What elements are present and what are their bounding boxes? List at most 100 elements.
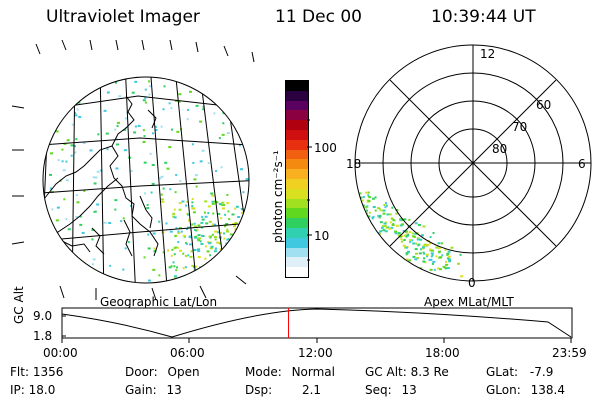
emission-speck bbox=[167, 249, 170, 252]
emission-speck bbox=[188, 219, 191, 222]
emission-speck bbox=[197, 224, 201, 227]
emission-speck bbox=[160, 198, 164, 201]
emission-speck bbox=[402, 244, 406, 247]
emission-speck bbox=[377, 232, 381, 235]
emission-speck bbox=[211, 200, 214, 203]
emission-speck bbox=[217, 212, 221, 215]
emission-speck bbox=[409, 241, 412, 244]
emission-speck bbox=[193, 225, 197, 228]
emission-speck bbox=[226, 238, 229, 241]
emission-speck bbox=[429, 236, 432, 239]
emission-speck bbox=[201, 149, 205, 152]
emission-speck bbox=[423, 252, 426, 255]
emission-speck bbox=[459, 253, 462, 256]
emission-speck bbox=[192, 211, 196, 214]
emission-speck bbox=[385, 204, 388, 207]
emission-speck bbox=[218, 202, 222, 205]
emission-speck bbox=[194, 229, 198, 232]
left-map-caption: Geographic Lat/Lon bbox=[100, 295, 218, 309]
emission-speck bbox=[173, 253, 176, 256]
emission-speck bbox=[221, 133, 225, 136]
emission-speck bbox=[181, 200, 185, 203]
emission-speck bbox=[168, 102, 171, 105]
emission-speck bbox=[137, 124, 141, 127]
seq-info: Seq: 13 bbox=[365, 383, 417, 397]
emission-speck bbox=[174, 246, 178, 249]
emission-speck bbox=[435, 246, 439, 249]
emission-speck bbox=[143, 135, 146, 138]
emission-speck bbox=[100, 169, 103, 172]
emission-speck bbox=[185, 242, 188, 245]
emission-speck bbox=[417, 224, 421, 227]
colorbar-stripe bbox=[286, 178, 308, 189]
colorbar-stripe bbox=[286, 129, 308, 140]
emission-speck bbox=[114, 199, 118, 202]
emission-speck bbox=[388, 227, 392, 230]
mode-info: Mode: Normal bbox=[245, 365, 335, 379]
emission-speck bbox=[154, 128, 158, 131]
emission-speck bbox=[129, 170, 133, 173]
emission-speck bbox=[421, 246, 425, 249]
emission-speck bbox=[211, 194, 215, 197]
emission-speck bbox=[199, 160, 203, 163]
emission-speck bbox=[219, 248, 222, 251]
emission-speck bbox=[78, 115, 82, 118]
emission-speck bbox=[115, 137, 118, 140]
emission-speck bbox=[367, 215, 371, 218]
emission-speck bbox=[195, 185, 198, 188]
emission-speck bbox=[91, 263, 94, 266]
mlat-label-70: 70 bbox=[512, 120, 528, 134]
emission-speck bbox=[192, 266, 195, 269]
glon-info: GLon: 138.4 bbox=[486, 383, 565, 397]
colorbar-stripe bbox=[286, 159, 308, 170]
colorbar-stripe bbox=[286, 120, 308, 130]
emission-speck bbox=[237, 216, 241, 219]
emission-speck bbox=[186, 118, 189, 121]
emission-speck bbox=[445, 260, 448, 263]
emission-speck bbox=[55, 130, 59, 133]
emission-speck bbox=[103, 109, 107, 112]
emission-speck bbox=[226, 228, 229, 231]
emission-speck bbox=[383, 203, 386, 206]
emission-speck bbox=[208, 220, 212, 223]
emission-speck bbox=[423, 257, 426, 260]
emission-speck bbox=[372, 206, 376, 209]
emission-speck bbox=[226, 193, 229, 196]
emission-speck bbox=[422, 245, 426, 248]
emission-speck bbox=[77, 101, 81, 104]
emission-speck bbox=[402, 239, 405, 242]
emission-speck bbox=[437, 242, 441, 245]
emission-speck bbox=[49, 187, 52, 190]
emission-speck bbox=[439, 268, 443, 271]
colorbar-stripe bbox=[286, 100, 308, 111]
emission-speck bbox=[382, 212, 386, 215]
emission-speck bbox=[227, 210, 230, 213]
emission-speck bbox=[169, 188, 172, 191]
emission-speck bbox=[192, 161, 195, 164]
ip-info: IP: 18.0 bbox=[10, 383, 56, 397]
emission-speck bbox=[446, 252, 450, 255]
emission-speck bbox=[385, 202, 388, 205]
emission-speck bbox=[227, 238, 230, 241]
emission-speck bbox=[203, 211, 206, 214]
emission-speck bbox=[152, 268, 156, 271]
mlt-label-18: 18 bbox=[346, 157, 362, 171]
gain-info: Gain: 13 bbox=[125, 383, 182, 397]
emission-speck bbox=[395, 209, 399, 212]
emission-speck bbox=[403, 234, 407, 237]
emission-speck bbox=[389, 221, 392, 224]
emission-speck bbox=[419, 238, 423, 241]
emission-speck bbox=[180, 230, 183, 233]
emission-speck bbox=[177, 230, 180, 233]
emission-speck bbox=[431, 249, 435, 252]
timeline-ylabel: GC Alt bbox=[12, 286, 26, 324]
emission-speck bbox=[192, 207, 196, 210]
emission-speck bbox=[164, 161, 168, 164]
emission-speck bbox=[431, 254, 434, 257]
emission-speck bbox=[201, 215, 204, 218]
glat-info: GLat: -7.9 bbox=[486, 365, 554, 379]
emission-speck bbox=[223, 237, 226, 240]
emission-speck bbox=[123, 149, 127, 152]
emission-speck bbox=[122, 217, 125, 220]
emission-speck bbox=[197, 248, 201, 251]
